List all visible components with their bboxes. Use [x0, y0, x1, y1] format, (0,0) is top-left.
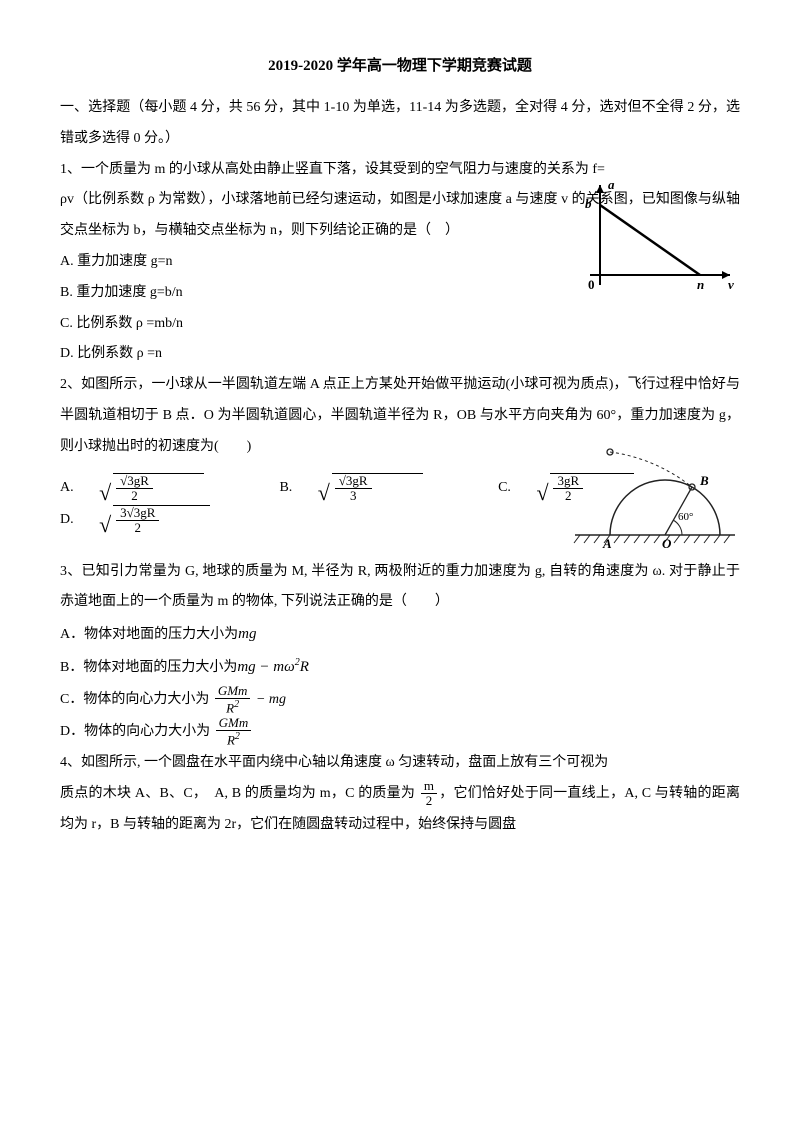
q1-option-c: C. 比例系数 ρ =mb/n [60, 309, 740, 340]
svg-text:A: A [602, 536, 612, 550]
svg-text:60°: 60° [678, 511, 693, 523]
q3-stem: 3、已知引力常量为 G, 地球的质量为 M, 半径为 R, 两极附近的重力加速度… [60, 557, 740, 619]
q3-option-a: A．物体对地面的压力大小为mg [60, 618, 740, 651]
question-3: 3、已知引力常量为 G, 地球的质量为 M, 半径为 R, 两极附近的重力加速度… [60, 557, 740, 749]
q1-graph: b n 0 a v [570, 175, 740, 308]
q4-stem-line1: 4、如图所示, 一个圆盘在水平面内绕中心轴以角速度 ω 匀速转动，盘面上放有三个… [60, 748, 740, 779]
q2-option-a: A. √3gR2 [60, 473, 252, 505]
q2-option-c: C. 3gR2 [498, 473, 682, 505]
question-1: b n 0 a v 1、一个质量为 m 的小球从高处由静止竖直下落，设其受到的空… [60, 155, 740, 371]
question-4: 4、如图所示, 一个圆盘在水平面内绕中心轴以角速度 ω 匀速转动，盘面上放有三个… [60, 748, 740, 840]
svg-text:v: v [728, 277, 734, 292]
q2-option-b: B. √3gR3 [279, 473, 470, 505]
page-title: 2019-2020 学年高一物理下学期竞赛试题 [60, 50, 740, 83]
q3-option-d: D．物体的向心力大小为 GMmR2 [60, 716, 740, 748]
question-2: A O B 60° 2、如图所示，一小球从一半圆轨道左端 A 点正上方某处开始做… [60, 370, 740, 536]
section-heading: 一、选择题（每小题 4 分，共 56 分，其中 1-10 为单选，11-14 为… [60, 93, 740, 155]
q3-option-c: C．物体的向心力大小为 GMmR2 − mg [60, 684, 740, 716]
svg-text:B: B [699, 473, 709, 488]
q2-option-d: D. 3√3gR2 [60, 505, 258, 537]
svg-text:O: O [662, 536, 672, 550]
svg-text:n: n [697, 277, 704, 292]
q4-stem-line2: 质点的木块 A、B、C， A, B 的质量均为 m，C 的质量为 m2，它们恰好… [60, 779, 740, 841]
q3-option-b: B．物体对地面的压力大小为mg − mω2R [60, 651, 740, 684]
svg-text:a: a [608, 177, 615, 192]
svg-text:0: 0 [588, 277, 595, 292]
q1-option-d: D. 比例系数 ρ =n [60, 339, 740, 370]
svg-text:b: b [585, 196, 592, 211]
